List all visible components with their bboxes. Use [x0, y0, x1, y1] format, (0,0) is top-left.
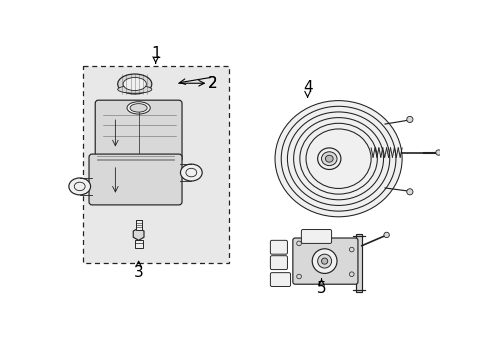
- Ellipse shape: [130, 104, 147, 112]
- Ellipse shape: [321, 152, 336, 166]
- Circle shape: [317, 254, 331, 268]
- FancyBboxPatch shape: [292, 238, 357, 284]
- Ellipse shape: [317, 148, 340, 170]
- Text: 1: 1: [151, 46, 160, 62]
- Ellipse shape: [274, 100, 401, 217]
- FancyBboxPatch shape: [270, 240, 287, 254]
- Bar: [135, 220, 142, 230]
- Circle shape: [383, 232, 388, 238]
- Circle shape: [406, 116, 412, 122]
- Bar: [135, 240, 142, 248]
- Circle shape: [321, 258, 327, 264]
- Text: 4: 4: [302, 80, 312, 95]
- Ellipse shape: [123, 77, 146, 91]
- Circle shape: [311, 249, 336, 274]
- Text: 2: 2: [208, 76, 217, 91]
- FancyBboxPatch shape: [301, 230, 331, 243]
- Ellipse shape: [69, 178, 90, 195]
- Ellipse shape: [180, 164, 202, 181]
- Circle shape: [349, 272, 353, 276]
- Circle shape: [406, 189, 412, 195]
- FancyBboxPatch shape: [270, 256, 287, 270]
- Text: 3: 3: [134, 265, 143, 280]
- Circle shape: [349, 247, 353, 252]
- Text: 2: 2: [208, 76, 217, 91]
- FancyBboxPatch shape: [95, 100, 182, 162]
- Ellipse shape: [118, 74, 151, 94]
- Polygon shape: [133, 228, 143, 240]
- Ellipse shape: [127, 102, 150, 114]
- Ellipse shape: [325, 155, 332, 162]
- Circle shape: [296, 274, 301, 279]
- FancyBboxPatch shape: [270, 273, 290, 287]
- Text: 5: 5: [316, 280, 325, 296]
- Circle shape: [296, 241, 301, 246]
- Bar: [82, 66, 228, 263]
- Ellipse shape: [118, 86, 151, 93]
- FancyBboxPatch shape: [89, 154, 182, 205]
- Bar: [355, 234, 361, 292]
- Circle shape: [435, 150, 440, 155]
